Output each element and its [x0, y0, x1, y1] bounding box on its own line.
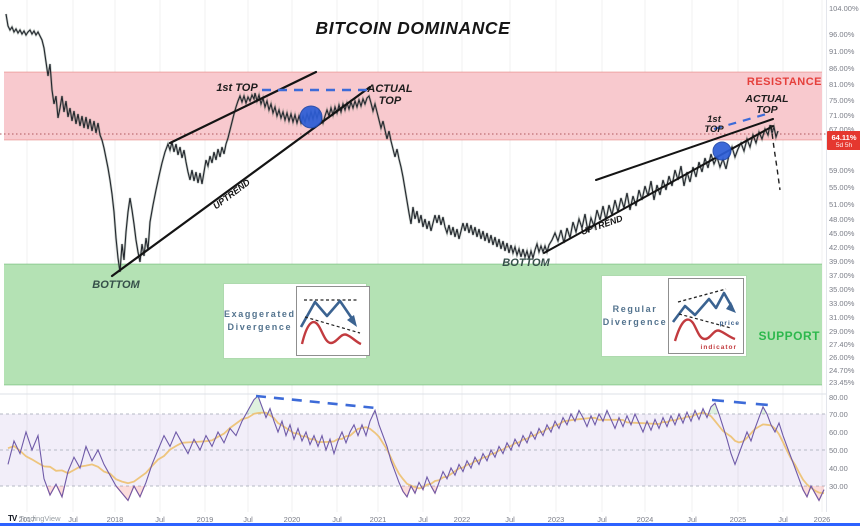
- regular-divergence-title: Regular Divergence: [602, 303, 668, 328]
- x-axis-tick: Jul: [68, 515, 78, 524]
- y-axis-tick: 80.00: [829, 393, 848, 402]
- y-axis-tick: 55.00%: [829, 183, 855, 192]
- y-axis-tick: 39.00%: [829, 257, 855, 266]
- y-axis-tick: 75.00%: [829, 96, 855, 105]
- price-label: price: [719, 320, 740, 327]
- x-axis-tick: 2024: [636, 515, 654, 524]
- rsi-divergence-dashed-left[interactable]: [255, 394, 377, 410]
- y-axis-tick: 35.00%: [829, 285, 855, 294]
- projection-dashed-line[interactable]: [770, 124, 781, 191]
- price-series: [5, 13, 779, 273]
- y-axis-tick: 24.70%: [829, 366, 855, 375]
- y-axis-tick: 30.00: [829, 482, 848, 491]
- y-axis-tick: 37.00%: [829, 271, 855, 280]
- y-axis-tick: 104.00%: [829, 4, 859, 13]
- tradingview-wordmark: TradingView: [19, 514, 61, 523]
- right-wedge-upper-trendline[interactable]: [595, 118, 774, 181]
- x-axis-tick: Jul: [332, 515, 342, 524]
- regular-divergence-box: Regular Divergence price indicator: [602, 276, 746, 356]
- rsi-line: [7, 395, 825, 502]
- y-axis-tick: 23.45%: [829, 378, 855, 387]
- y-axis-tick: 31.00%: [829, 313, 855, 322]
- y-axis-tick: 40.00: [829, 464, 848, 473]
- regular-divergence-illustration: [671, 288, 736, 342]
- y-axis-tick: 81.00%: [829, 80, 855, 89]
- price-chart-canvas[interactable]: [0, 0, 826, 512]
- regular-divergence-minichart: price indicator: [668, 278, 744, 354]
- rsi-divergence-dashed-right[interactable]: [711, 398, 769, 407]
- y-axis-tick: 26.00%: [829, 353, 855, 362]
- x-axis-tick: Jul: [505, 515, 515, 524]
- y-axis-tick: 33.00%: [829, 299, 855, 308]
- current-price-value: 64.11%: [831, 133, 857, 142]
- time-axis[interactable]: 2017 Jul 2018 Jul 2019 Jul 2020 Jul 2021 Jul 2022 J…: [0, 512, 830, 526]
- x-axis-tick: Jul: [778, 515, 788, 524]
- y-axis-tick: 48.00%: [829, 215, 855, 224]
- y-axis-tick: 71.00%: [829, 111, 855, 120]
- y-axis-tick: 50.00: [829, 446, 848, 455]
- price-axis[interactable]: 104.00% 96.00% 91.00% 86.00% 81.00% 75.00% 71.…: [826, 0, 860, 512]
- divergence-circle-left[interactable]: [299, 105, 323, 129]
- resistance-zone: [4, 72, 822, 140]
- exaggerated-divergence-box: Exaggerated Divergence: [224, 284, 370, 358]
- tradingview-logo-icon: TV: [8, 514, 17, 523]
- exaggerated-divergence-illustration: [299, 299, 362, 346]
- y-axis-tick: 42.00%: [829, 243, 855, 252]
- x-axis-tick: Jul: [687, 515, 697, 524]
- y-axis-tick: 59.00%: [829, 166, 855, 175]
- y-axis-tick: 91.00%: [829, 47, 855, 56]
- chart-title: BITCOIN DOMINANCE: [315, 18, 511, 38]
- y-axis-tick: 45.00%: [829, 229, 855, 238]
- x-axis-tick: 2017: [18, 515, 36, 524]
- bottom-accent-bar: [0, 523, 860, 526]
- y-axis-tick: 86.00%: [829, 64, 855, 73]
- y-axis-tick: 60.00: [829, 428, 848, 437]
- x-axis-tick: 2018: [106, 515, 124, 524]
- y-axis-tick: 29.00%: [829, 327, 855, 336]
- divergence-circle-right[interactable]: [712, 141, 732, 161]
- x-axis-tick: Jul: [597, 515, 607, 524]
- x-axis-tick: 2025: [729, 515, 747, 524]
- y-axis-tick: 96.00%: [829, 30, 855, 39]
- tradingview-watermark[interactable]: TV TradingView: [8, 514, 61, 523]
- right-wedge-lower-trendline[interactable]: [543, 125, 774, 254]
- x-axis-tick: Jul: [243, 515, 253, 524]
- y-axis-tick: 27.40%: [829, 340, 855, 349]
- exaggerated-divergence-title: Exaggerated Divergence: [224, 308, 296, 333]
- left-channel-upper-trendline[interactable]: [168, 70, 318, 145]
- x-axis-tick: 2020: [283, 515, 301, 524]
- rsi-band: [0, 414, 826, 486]
- y-axis-tick: 51.00%: [829, 200, 855, 209]
- bar-close-countdown: 5d 5h: [835, 142, 853, 149]
- left-uptrend-line[interactable]: [110, 85, 372, 278]
- current-price-badge: 64.11% 5d 5h: [827, 131, 860, 150]
- x-axis-tick: 2023: [547, 515, 565, 524]
- y-axis-tick: 70.00: [829, 410, 848, 419]
- y-axis-tick: 67.00%: [829, 125, 855, 134]
- x-axis-tick: Jul: [418, 515, 428, 524]
- x-axis-tick: 2019: [196, 515, 214, 524]
- x-axis-tick: Jul: [155, 515, 165, 524]
- x-axis-tick: 2021: [369, 515, 387, 524]
- indicator-label: indicator: [700, 344, 737, 351]
- exaggerated-divergence-minichart: [295, 286, 370, 356]
- x-axis-tick: 2022: [453, 515, 471, 524]
- x-axis-tick: 2026: [813, 515, 831, 524]
- right-top-dashed-line[interactable]: [713, 111, 771, 131]
